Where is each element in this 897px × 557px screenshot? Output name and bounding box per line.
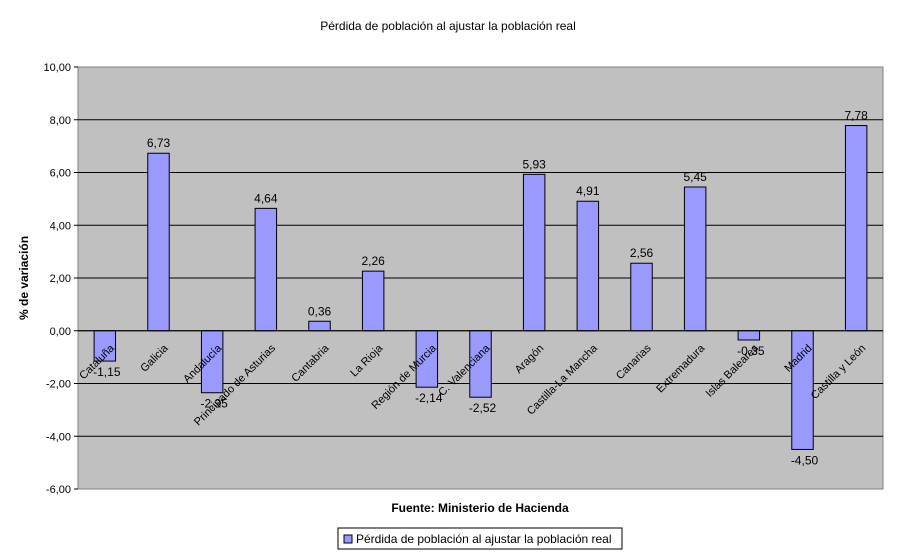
- y-tick-label: 0,00: [50, 326, 71, 338]
- chart-title: Pérdida de población al ajustar la pobla…: [320, 19, 576, 33]
- data-label: 7,78: [844, 109, 868, 123]
- value-labels: -1,15 6,73 -2,35 4,64 0,36 2,26 -2,14 -2,52 5,93…: [93, 109, 868, 468]
- data-label: 4,91: [576, 184, 600, 198]
- data-label: -0,35: [737, 344, 765, 358]
- legend: Pérdida de población al ajustar la pobla…: [337, 527, 623, 550]
- data-label: 4,64: [254, 191, 278, 205]
- bar: [308, 320, 331, 332]
- bar: [630, 262, 653, 332]
- bar: [576, 200, 600, 332]
- bar: [683, 186, 707, 332]
- legend-box: [337, 527, 623, 550]
- data-label: -2,14: [415, 391, 443, 405]
- y-tick-label: -2,00: [46, 379, 71, 391]
- y-axis-title: % de variación: [17, 236, 31, 320]
- data-label: -4,50: [791, 453, 819, 467]
- y-tick-label: 4,00: [50, 220, 71, 232]
- y-tick-label: 6,00: [50, 168, 71, 180]
- data-label: 5,45: [683, 170, 707, 184]
- bar: [737, 330, 761, 341]
- y-axis-tick-labels: 10,00 8,00 6,00 4,00 2,00 0,00 -2,00 -4,00 -6,00: [43, 62, 71, 496]
- data-label: -2,35: [200, 397, 228, 411]
- legend-label: Pérdida de población al ajustar la pobla…: [356, 532, 612, 546]
- bar: [254, 207, 278, 332]
- data-label: -1,15: [93, 365, 121, 379]
- data-label: 0,36: [308, 304, 332, 318]
- data-label: 5,93: [522, 157, 546, 171]
- data-label: 6,73: [147, 136, 171, 150]
- bar: [844, 125, 868, 332]
- bar: [522, 173, 546, 332]
- data-label: -2,52: [469, 401, 497, 415]
- data-label: 2,26: [361, 254, 385, 268]
- y-tick-label: -6,00: [46, 484, 71, 496]
- bar: [147, 152, 170, 332]
- data-label: 2,56: [630, 246, 654, 260]
- y-tick-label: 10,00: [43, 62, 71, 74]
- legend-swatch: [343, 534, 353, 544]
- y-tick-label: -4,00: [46, 431, 71, 443]
- y-tick-label: 2,00: [50, 273, 71, 285]
- x-axis-title: Fuente: Ministerio de Hacienda: [391, 501, 569, 515]
- bar: [361, 270, 385, 332]
- y-tick-label: 8,00: [50, 115, 71, 127]
